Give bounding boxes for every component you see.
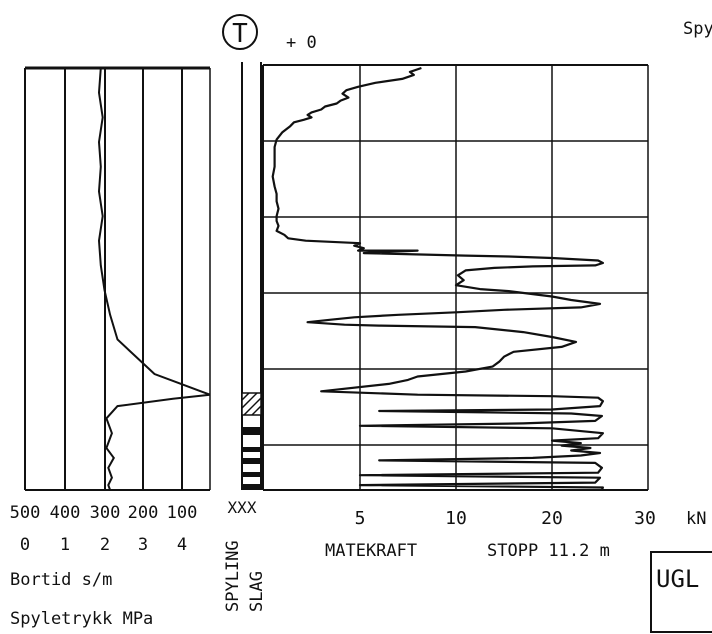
spyletrykk-tick: 3 — [138, 535, 148, 555]
spyletrykk-tick: 4 — [177, 535, 187, 555]
bortid-tick: 200 — [128, 503, 159, 523]
spyling-vertical-label: SPYLING — [223, 540, 243, 612]
offset-label: + 0 — [286, 33, 317, 53]
spyling-hatch-block — [241, 392, 262, 416]
force-grid — [262, 64, 649, 491]
bortid-tick: 400 — [50, 503, 81, 523]
x-axis-title: MATEKRAFT — [325, 541, 417, 561]
slag-vertical-label: SLAG — [247, 571, 267, 612]
t-symbol: T — [232, 19, 248, 49]
x-tick-label: 5 — [355, 508, 366, 529]
mid-labels: XXX SPYLING SLAG — [223, 498, 267, 612]
force-axis-labels: 5 10 20 30 kN MATEKRAFT STOPP 11.2 m — [325, 508, 706, 561]
bortid-tick: 500 — [10, 503, 41, 523]
header: T + 0 Spy — [222, 14, 712, 53]
spyletrykk-tick: 1 — [60, 535, 70, 555]
bortid-tick: 300 — [90, 503, 121, 523]
slag-block — [242, 484, 261, 490]
left-panel — [24, 66, 211, 491]
mid-column — [241, 62, 262, 490]
bortid-tick: 100 — [167, 503, 198, 523]
bortid-trace — [97, 67, 211, 491]
slag-block — [242, 427, 261, 435]
stamp-frame — [650, 551, 712, 633]
stamp-text: UGL — [656, 565, 699, 593]
t-circle-icon — [222, 14, 258, 50]
x-unit-label: kN — [686, 509, 706, 529]
slag-block — [242, 472, 261, 477]
left-axis-labels: 500 400 300 200 100 0 1 2 3 4 Bortid s/m… — [10, 503, 198, 629]
stop-label: STOPP 11.2 m — [487, 541, 610, 561]
spyletrykk-label: Spyletrykk MPa — [10, 609, 153, 629]
xxx-marker: XXX — [228, 498, 257, 517]
slag-block — [242, 447, 261, 452]
spyletrykk-tick: 0 — [20, 535, 30, 555]
slag-block — [242, 458, 261, 464]
x-tick-label: 20 — [541, 508, 563, 529]
matekraft-series-line — [271, 66, 605, 491]
stamp-box: UGL — [650, 551, 712, 633]
bortid-label: Bortid s/m — [10, 570, 112, 590]
x-tick-label: 30 — [634, 508, 656, 529]
corner-text: Spy — [683, 19, 712, 39]
x-tick-label: 10 — [445, 508, 467, 529]
spyletrykk-tick: 2 — [100, 535, 110, 555]
